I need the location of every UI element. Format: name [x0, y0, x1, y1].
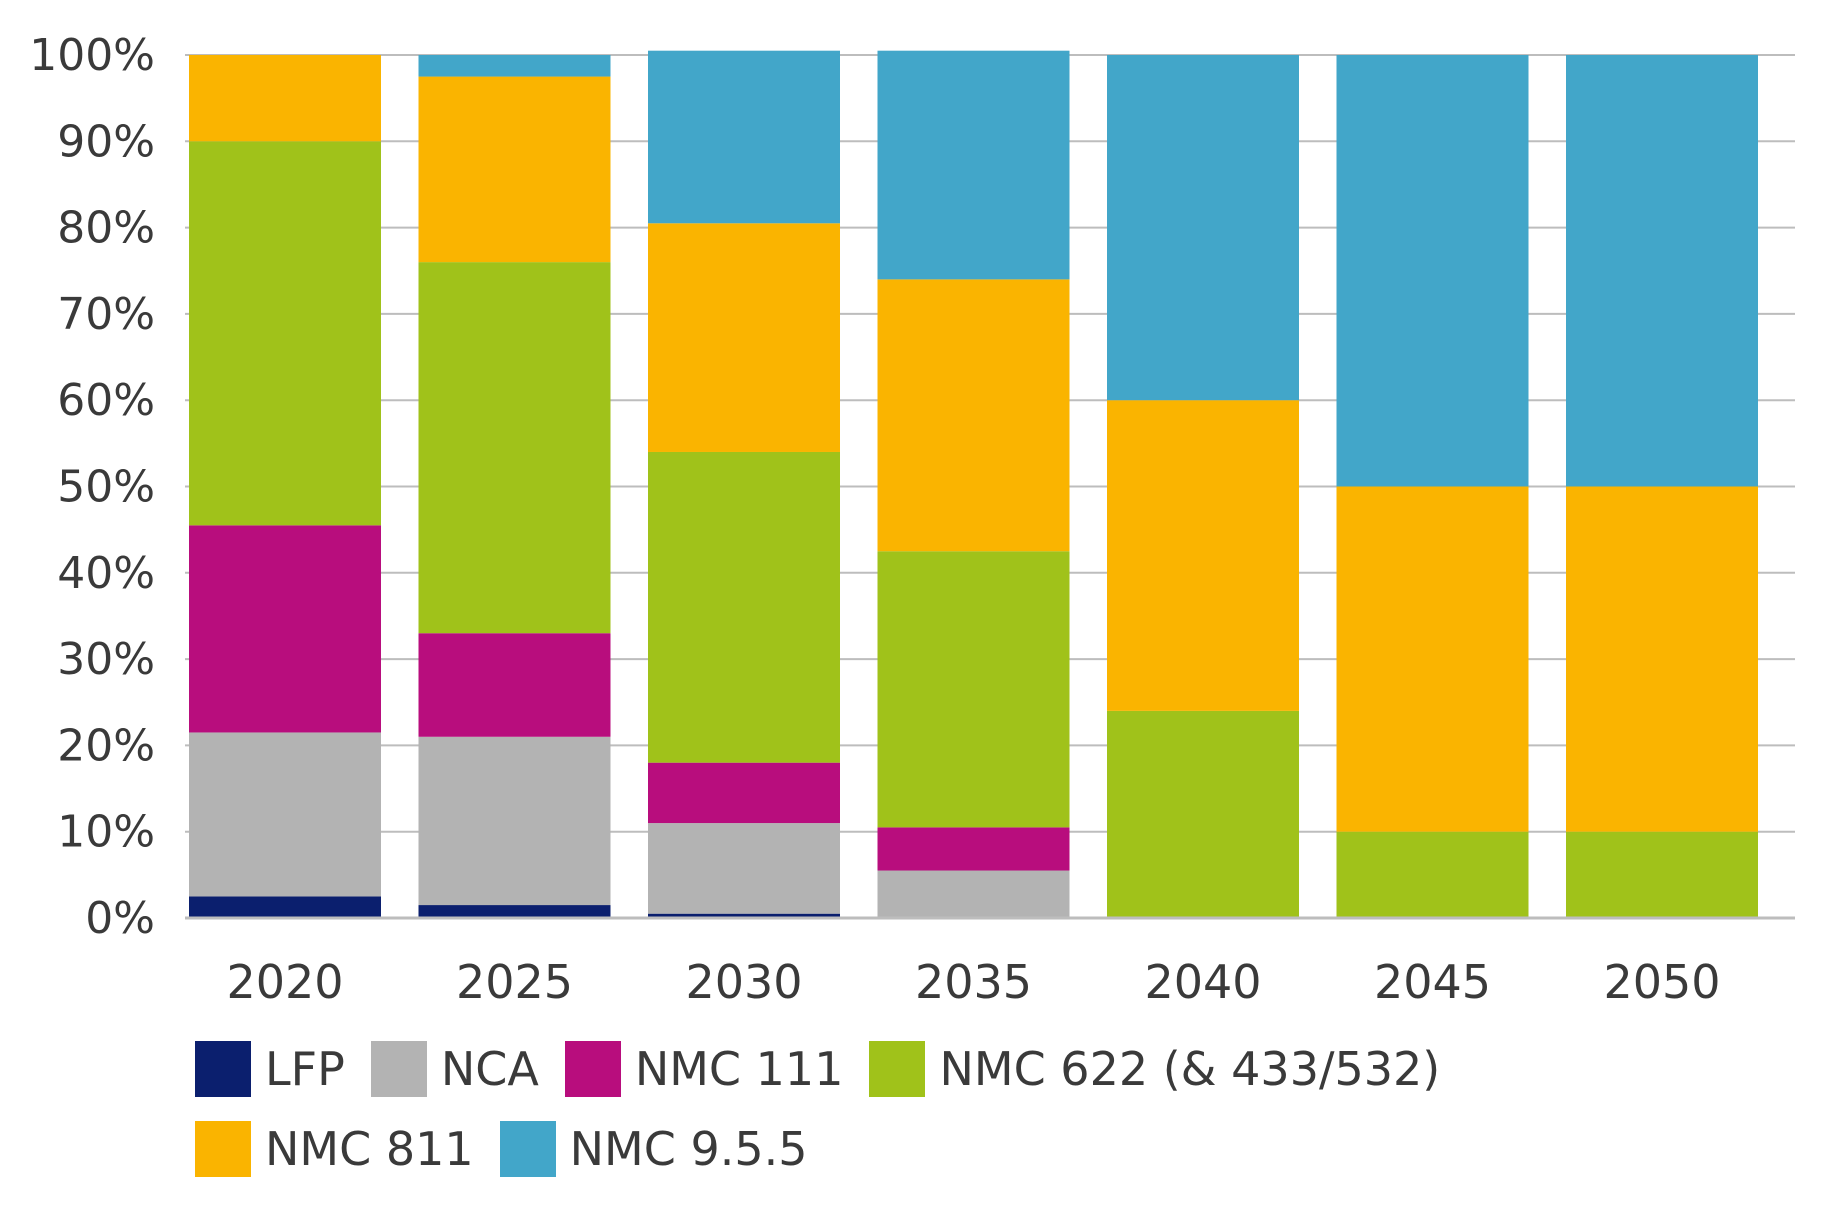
bar-segment [1107, 55, 1299, 401]
legend: LFP NCA NMC 111 NMC 622 (& 433/532) NMC 811 N… [195, 1040, 1755, 1178]
x-tick-label: 2030 [685, 955, 802, 1009]
legend-item: NMC 111 [564, 1040, 844, 1098]
legend-item: NMC 622 (& 433/532) [869, 1040, 1440, 1098]
bar-segment [877, 870, 1070, 918]
bar-segment [1336, 831, 1529, 918]
bar-segment [189, 55, 381, 142]
bar-segment [877, 50, 1070, 280]
bar-segment [189, 732, 381, 897]
x-tick-label: 2045 [1374, 955, 1491, 1009]
y-axis-ticks: 0% 10% 20% 30% 40% 50% 60% 70% 80% 90% 100% [29, 30, 155, 944]
bar-segment [648, 823, 840, 914]
legend-swatch [195, 1041, 251, 1097]
bar-segment [1566, 486, 1758, 832]
y-tick-label: 70% [57, 289, 155, 340]
bar-segment [418, 633, 611, 737]
bar-segment [418, 905, 611, 918]
y-tick-label: 60% [57, 375, 155, 426]
y-tick-label: 80% [57, 203, 155, 254]
y-tick-label: 20% [57, 720, 155, 771]
legend-item: NMC 9.5.5 [499, 1120, 808, 1178]
bar-segment [648, 223, 840, 452]
bar-segment [1336, 55, 1529, 487]
x-axis-ticks: 2020 2025 2030 2035 2040 2045 2050 [226, 955, 1720, 1009]
legend-item: NMC 811 [195, 1120, 474, 1178]
x-tick-label: 2040 [1144, 955, 1261, 1009]
legend-swatch [564, 1041, 621, 1097]
legend-item: NCA [370, 1040, 539, 1098]
legend-label: NMC 811 [265, 1122, 474, 1176]
x-tick-label: 2050 [1603, 955, 1720, 1009]
legend-label: LFP [265, 1042, 345, 1096]
legend-label: NCA [440, 1042, 539, 1096]
legend-swatch [499, 1121, 556, 1177]
bar-segment [648, 762, 840, 824]
y-tick-label: 30% [57, 634, 155, 685]
y-tick-label: 90% [57, 116, 155, 167]
y-tick-label: 40% [57, 548, 155, 599]
legend-label: NMC 622 (& 433/532) [939, 1042, 1441, 1096]
y-tick-label: 100% [29, 30, 155, 81]
bar-segment [1107, 710, 1299, 918]
bar-segment [877, 279, 1070, 552]
bar-segment [418, 55, 611, 77]
bar-segment [648, 913, 840, 918]
bar-segment [418, 262, 611, 634]
legend-label: NMC 111 [634, 1042, 844, 1096]
y-tick-label: 10% [57, 807, 155, 858]
legend-swatch [370, 1041, 427, 1097]
bar-segment [1336, 486, 1529, 832]
bar-segment [648, 451, 840, 763]
x-tick-label: 2035 [915, 955, 1032, 1009]
bar-segment [189, 141, 381, 526]
x-tick-label: 2025 [456, 955, 573, 1009]
bar-segment [1107, 400, 1299, 711]
x-tick-label: 2020 [226, 955, 343, 1009]
bar-segment [418, 76, 611, 263]
y-tick-label: 0% [85, 893, 155, 944]
bar-segment [1566, 831, 1758, 918]
legend-swatch [869, 1041, 926, 1097]
bars [189, 50, 1758, 918]
bar-segment [418, 736, 611, 906]
y-tick-label: 50% [57, 462, 155, 513]
bar-segment [648, 50, 840, 224]
legend-label: NMC 9.5.5 [569, 1122, 808, 1176]
bar-segment [189, 525, 381, 733]
bar-segment [189, 896, 381, 918]
bar-segment [877, 827, 1070, 871]
bar-segment [877, 551, 1070, 828]
legend-item: LFP [195, 1040, 345, 1098]
bar-segment [1566, 55, 1758, 487]
legend-swatch [195, 1121, 251, 1177]
